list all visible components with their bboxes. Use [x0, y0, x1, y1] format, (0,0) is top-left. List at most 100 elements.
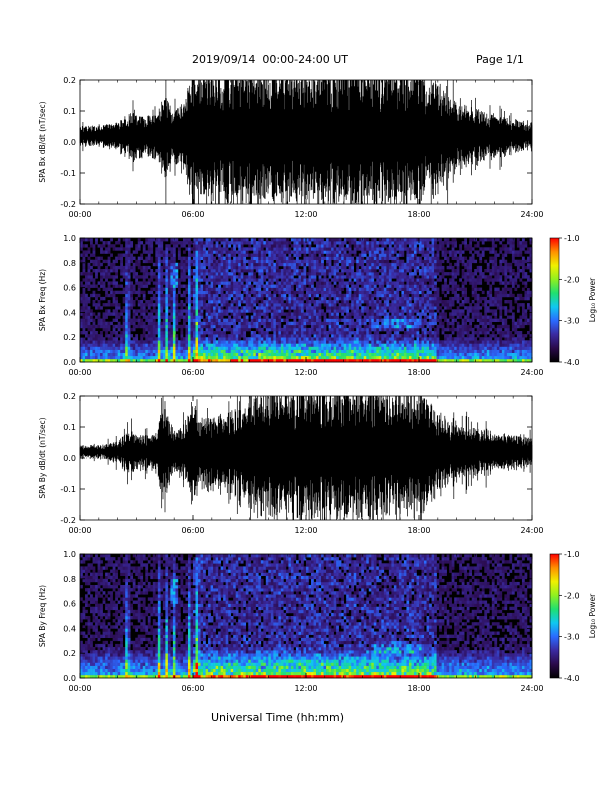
bx-spectrogram-cell — [308, 262, 312, 267]
bx-spectrogram-cell — [200, 262, 204, 267]
bx-spectrogram-cell — [87, 238, 91, 242]
bx-spectrogram-cell — [223, 269, 226, 273]
bx-spectrogram-cell — [361, 281, 365, 285]
bx-spectrogram-cell — [303, 287, 307, 291]
bx-spectrogram-cell — [200, 241, 204, 245]
bx-spectrogram-cell — [295, 321, 299, 326]
bx-spectrogram-cell — [278, 358, 282, 363]
bx-spectrogram-cell — [223, 309, 226, 313]
bx-spectrogram-cell — [353, 340, 357, 344]
bx-spectrogram-cell — [150, 259, 154, 264]
bx-spectrogram-cell — [341, 337, 344, 341]
bx-spectrogram-cell — [250, 355, 254, 360]
bx-spectrogram-cell — [208, 265, 211, 270]
bx-spectrogram-cell — [265, 238, 269, 242]
bx-spectrogram-cell — [213, 244, 216, 248]
bx-spectrogram-cell — [336, 300, 339, 304]
bx-spectrogram-cell — [313, 340, 317, 344]
bx-spectrogram-cell — [288, 312, 292, 316]
bx-spectrogram-cell — [356, 256, 360, 260]
bx-spectrogram-cell — [235, 343, 239, 347]
bx-spectrogram-cell — [248, 352, 252, 357]
bx-spectrogram-cell — [97, 265, 101, 270]
bx-spectrogram-cell — [260, 284, 264, 288]
bx-spectrogram-cell — [293, 331, 297, 335]
bx-spectrogram-cell — [135, 355, 139, 360]
bx-spectrogram-cell — [115, 272, 118, 276]
bx-spectrogram-cell — [142, 269, 146, 273]
bx-spectrogram-cell — [175, 303, 179, 307]
bx-spectrogram-cell — [373, 250, 377, 254]
bx-spectrogram-cell — [263, 346, 267, 350]
bx-spectrogram-cell — [177, 303, 181, 307]
bx-spectrogram-cell — [303, 296, 307, 301]
bx-spectrogram-cell — [213, 284, 216, 288]
bx-spectrogram-cell — [316, 318, 319, 322]
bx-spectrogram-cell — [260, 352, 264, 357]
bx-spectrogram-cell — [233, 241, 236, 245]
bx-spectrogram-cell — [85, 306, 88, 310]
bx-spectrogram-cell — [363, 272, 367, 276]
bx-spectrogram-cell — [167, 331, 171, 335]
bx-spectrogram-cell — [253, 352, 257, 357]
bx-spectrogram-cell — [228, 358, 231, 363]
bx-spectrogram-cell — [331, 250, 334, 254]
bx-spectrogram-cell — [273, 244, 277, 248]
bx-spectrogram-cell — [303, 259, 307, 264]
bx-spectrogram-cell — [260, 278, 264, 282]
bx-spectrogram-cell — [230, 278, 234, 282]
bx-spectrogram-cell — [393, 318, 397, 322]
bx-spectrogram-cell — [180, 259, 184, 264]
bx-spectrogram-cell — [150, 358, 154, 363]
bx-spectrogram-cell — [326, 334, 329, 338]
bx-spectrogram-cell — [215, 306, 219, 310]
bx-spectrogram-cell — [419, 284, 422, 288]
bx-spectrogram-cell — [331, 343, 334, 347]
bx-spectrogram-cell — [193, 278, 196, 282]
bx-spectrogram-cell — [250, 265, 254, 270]
bx-spectrogram-cell — [132, 262, 136, 267]
bx-spectrogram-cell — [80, 309, 83, 313]
bx-spectrogram-cell — [308, 309, 312, 313]
bx-spectrogram-cell — [378, 312, 382, 316]
bx-spectrogram-cell — [363, 250, 367, 254]
bx-spectrogram-cell — [376, 358, 380, 363]
bx-spectrogram-cell — [107, 334, 111, 338]
bx-spectrogram-cell — [313, 238, 317, 242]
bx-spectrogram-cell — [187, 275, 191, 279]
bx-spectrogram-cell — [293, 355, 297, 360]
bx-spectrogram-cell — [193, 259, 196, 264]
bx-spectrogram-cell — [373, 346, 377, 350]
bx-spectrogram-cell — [306, 278, 309, 282]
bx-spectrogram-cell — [190, 253, 194, 257]
bx-spectrogram-cell — [368, 303, 372, 307]
bx-spectrogram-cell — [323, 327, 327, 332]
bx-spectrogram-cell — [313, 265, 317, 270]
bx-spectrogram-cell — [326, 331, 329, 335]
bx-spectrogram-cell — [388, 358, 392, 363]
bx-timeseries-xtick-label: 18:00 — [407, 210, 430, 219]
bx-spectrogram-cell — [193, 324, 196, 329]
bx-spectrogram-cell — [318, 250, 322, 254]
bx-spectrogram-cell — [100, 269, 103, 273]
bx-spectrogram-cell — [338, 334, 342, 338]
bx-spectrogram-cell — [250, 315, 254, 319]
bx-spectrogram-cell — [358, 253, 362, 257]
bx-spectrogram-cell — [275, 247, 279, 251]
bx-spectrogram-cell — [416, 327, 420, 332]
bx-spectrogram-cell — [386, 281, 390, 285]
bx-spectrogram-cell — [363, 247, 367, 251]
bx-spectrogram-cell — [411, 241, 415, 245]
bx-spectrogram-cell — [187, 284, 191, 288]
bx-spectrogram-cell — [82, 315, 86, 319]
bx-spectrogram-cell — [285, 355, 289, 360]
bx-spectrogram-cell — [145, 340, 149, 344]
bx-spectrogram-cell — [391, 247, 395, 251]
bx-spectrogram-cell — [170, 284, 174, 288]
bx-spectrogram-cell — [419, 337, 422, 341]
bx-spectrogram-cell — [117, 324, 121, 329]
bx-spectrogram-cell — [112, 346, 116, 350]
bx-spectrogram-cell — [235, 303, 239, 307]
bx-spectrogram-cell — [361, 247, 365, 251]
bx-spectrogram-cell — [295, 315, 299, 319]
